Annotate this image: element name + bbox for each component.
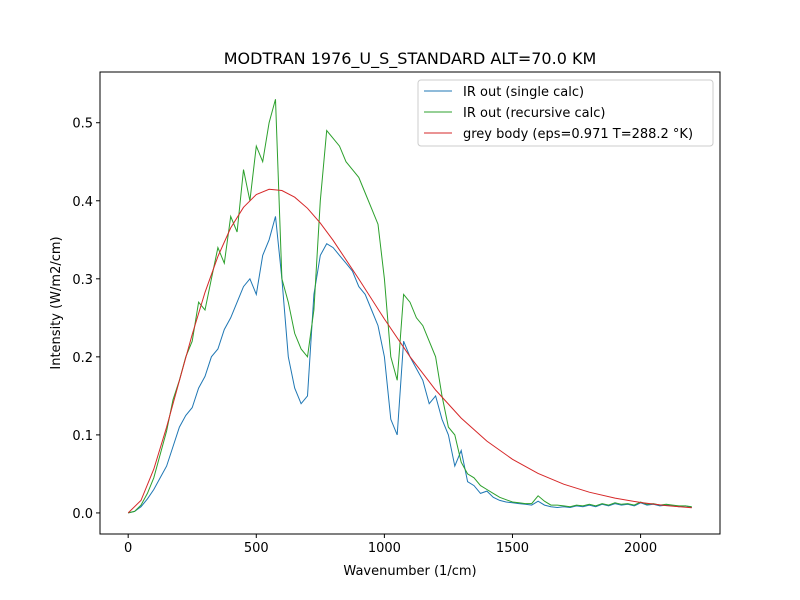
x-tick-label: 1000 [368,541,401,556]
legend-label-1: IR out (recursive calc) [463,106,605,121]
legend-label-0: IR out (single calc) [463,85,584,100]
x-tick-label: 0 [124,541,132,556]
series-line-2 [127,188,692,514]
y-tick-label: 0.3 [72,273,93,288]
x-tick-label: 1500 [496,541,529,556]
x-tick-label: 2000 [624,541,657,556]
chart-title: MODTRAN 1976_U_S_STANDARD ALT=70.0 KM [224,49,597,69]
x-tick-label: 500 [244,541,269,556]
y-tick-label: 0.4 [72,195,93,210]
y-tick-label: 0.1 [72,429,93,444]
y-axis: 0.0 0.1 0.2 0.3 0.4 0.5 [72,117,100,522]
series-line-1 [128,99,692,514]
plot-area [127,99,692,514]
y-tick-label: 0.2 [72,351,93,366]
axes-frame [99,71,721,535]
legend-box [417,79,714,147]
legend-label-2: grey body (eps=0.971 T=288.2 °K) [463,127,693,142]
y-tick-label: 0.5 [72,117,93,132]
x-axis: 0 500 1000 1500 2000 [124,534,657,556]
y-axis-label: Intensity (W/m2/cm) [49,236,64,369]
legend: IR out (single calc) IR out (recursive ca… [417,79,714,147]
y-tick-label: 0.0 [72,507,93,522]
x-axis-label: Wavenumber (1/cm) [343,564,476,579]
